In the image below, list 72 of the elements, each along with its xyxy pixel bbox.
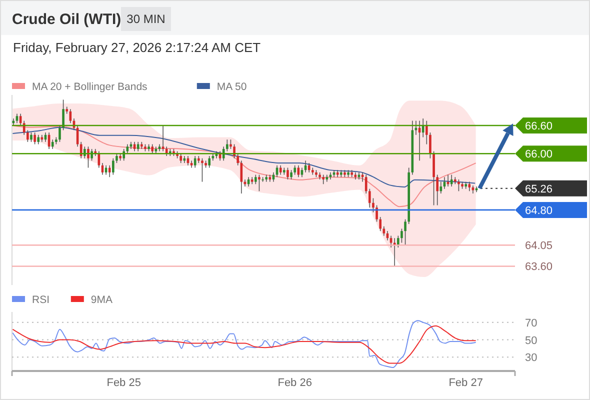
candlestick <box>162 125 164 152</box>
candlestick <box>404 218 406 246</box>
ref-line-label: 66.60 <box>525 120 553 132</box>
candlestick <box>136 142 140 152</box>
candlestick <box>297 164 300 178</box>
candlestick <box>390 235 392 248</box>
candlestick <box>126 144 129 154</box>
candlestick <box>180 153 182 164</box>
candlestick <box>458 179 460 192</box>
candlestick <box>26 130 29 142</box>
x-tick-label: Feb 27 <box>448 377 483 389</box>
legend-label: MA 50 <box>216 81 247 93</box>
candlestick <box>425 120 428 145</box>
candlestick <box>104 164 108 176</box>
candlestick <box>372 198 374 213</box>
chart-subtitle: Friday, February 27, 2026 2:17:24 AM CET <box>13 40 261 55</box>
candlestick <box>468 181 471 192</box>
y-tick-label: 50 <box>525 334 538 347</box>
candlestick <box>230 139 232 150</box>
candlestick <box>226 139 228 152</box>
ref-line-label: 64.05 <box>525 240 553 252</box>
chart-title: Crude Oil (WTI) <box>12 11 122 28</box>
y-tick-label: 30 <box>525 352 538 364</box>
ref-line-label: 65.26 <box>525 183 553 196</box>
candlestick <box>436 174 438 206</box>
candlestick <box>290 170 292 180</box>
candlestick <box>201 158 204 182</box>
candlestick <box>22 120 26 136</box>
candlestick <box>286 167 289 180</box>
candlestick <box>440 181 442 194</box>
text: 30 MIN <box>126 12 166 26</box>
ref-line-label: 63.60 <box>525 261 553 274</box>
ref-line-label: 64.80 <box>525 204 553 217</box>
candlestick <box>432 150 435 206</box>
candlestick <box>368 188 371 208</box>
candlestick <box>236 153 240 166</box>
candlestick <box>58 125 61 142</box>
candlestick <box>300 167 304 178</box>
candlestick <box>308 162 310 173</box>
candlestick <box>364 174 368 194</box>
candlestick <box>151 144 154 154</box>
candlestick <box>16 113 18 124</box>
candlestick <box>37 134 40 145</box>
candlestick <box>108 164 111 178</box>
candlestick <box>51 139 54 150</box>
x-tick-label: Feb 26 <box>278 377 312 389</box>
ref-line-label: 66.00 <box>525 148 553 161</box>
candlestick <box>30 132 32 142</box>
y-tick-label: 70 <box>525 317 538 330</box>
candlestick <box>379 216 382 232</box>
candlestick <box>116 153 118 164</box>
candlestick <box>294 164 296 176</box>
candlestick <box>429 132 432 159</box>
candlestick <box>279 164 282 176</box>
x-tick-label: Feb 25 <box>106 377 141 389</box>
candlestick <box>112 158 114 176</box>
legend-label: RSI <box>32 294 50 306</box>
candlestick <box>258 174 260 192</box>
legend-label: 9MA <box>90 294 112 306</box>
candlestick <box>276 164 278 178</box>
candlestick <box>254 174 257 185</box>
candlestick <box>34 132 36 145</box>
candlestick <box>322 174 325 185</box>
candlestick <box>376 204 378 222</box>
legend-label: MA 20 + Bollinger Bands <box>32 81 148 93</box>
candlestick <box>87 146 90 168</box>
candlestick <box>80 142 82 159</box>
candlestick <box>208 156 211 168</box>
candlestick <box>382 226 386 236</box>
candlestick <box>194 156 196 168</box>
candlestick <box>62 99 64 131</box>
candlestick <box>400 228 403 244</box>
